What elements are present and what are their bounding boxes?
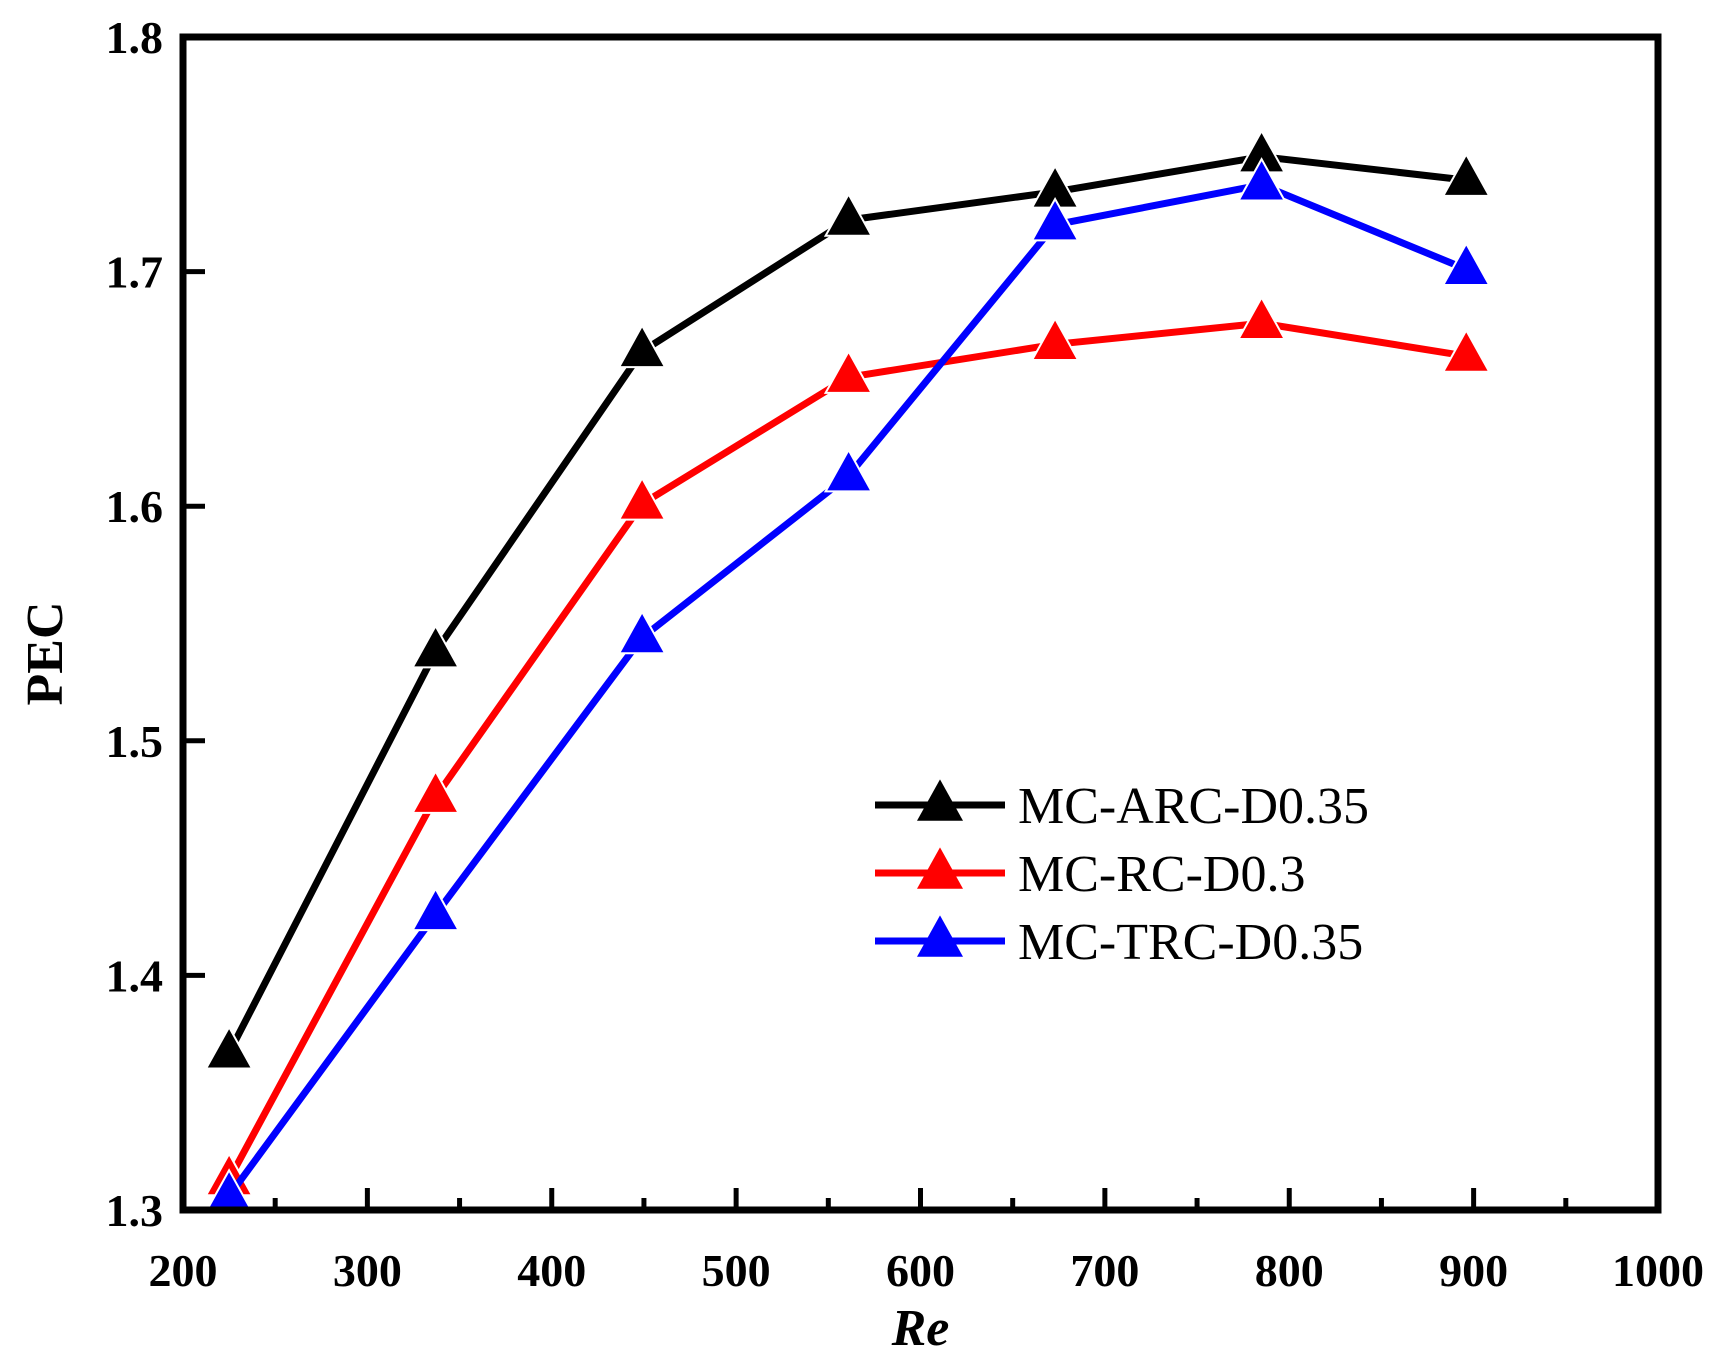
legend-marker	[917, 915, 963, 957]
tick-labels-layer: 200 300 400 500 600 700 800 900 1000 1.3 1.4 1.5 1.6…	[106, 12, 1705, 1296]
legend-label: MC-ARC-D0.35	[1018, 778, 1369, 835]
legend-entry: MC-TRC-D0.35	[875, 914, 1363, 971]
x-axis-label: Re	[891, 1300, 950, 1357]
x-tick-label: 600	[886, 1245, 955, 1296]
x-tick-label: 300	[333, 1245, 402, 1296]
y-tick-label: 1.4	[106, 950, 164, 1001]
legend: MC-ARC-D0.35 MC-RC-D0.3 MC-TRC-D0.35	[875, 778, 1369, 971]
x-tick-label: 400	[517, 1245, 586, 1296]
series-MC-TRC-D0.35	[204, 157, 1491, 1213]
y-tick-label: 1.5	[106, 716, 164, 767]
x-tick-label: 500	[702, 1245, 771, 1296]
legend-label: MC-RC-D0.3	[1018, 846, 1305, 903]
data-point	[617, 323, 667, 369]
legend-label: MC-TRC-D0.35	[1018, 914, 1363, 971]
data-point	[1441, 241, 1491, 286]
x-tick-label: 800	[1255, 1245, 1324, 1296]
data-point	[204, 1025, 254, 1070]
data-point	[1441, 152, 1491, 197]
legend-marker	[917, 779, 963, 821]
data-point	[617, 609, 667, 655]
legend-marker	[917, 847, 963, 889]
y-axis-label: PEC	[17, 602, 74, 706]
data-point	[1236, 157, 1287, 202]
x-tick-label: 200	[149, 1245, 218, 1296]
x-tick-label: 900	[1439, 1245, 1508, 1296]
x-tick-label: 700	[1070, 1245, 1139, 1296]
y-tick-label: 1.7	[106, 247, 164, 298]
series-MC-RC-D0.3	[204, 295, 1491, 1197]
data-point	[1030, 316, 1080, 362]
data-point	[823, 447, 874, 493]
data-point	[823, 192, 874, 237]
x-tick-label: 1000	[1612, 1245, 1704, 1296]
ticks-layer	[183, 269, 1569, 1210]
data-point	[410, 623, 461, 669]
data-point	[1236, 295, 1287, 340]
legend-entry: MC-RC-D0.3	[875, 846, 1305, 903]
legend-entry: MC-ARC-D0.35	[875, 778, 1369, 835]
y-tick-label: 1.6	[106, 481, 164, 532]
y-tick-label: 1.8	[106, 12, 164, 63]
data-point	[410, 886, 461, 932]
data-point	[1441, 328, 1491, 373]
y-tick-label: 1.3	[106, 1185, 164, 1236]
data-point	[823, 349, 874, 394]
data-point	[617, 476, 667, 521]
series-layer	[204, 128, 1491, 1213]
data-point	[410, 769, 461, 814]
data-point	[1030, 196, 1080, 242]
